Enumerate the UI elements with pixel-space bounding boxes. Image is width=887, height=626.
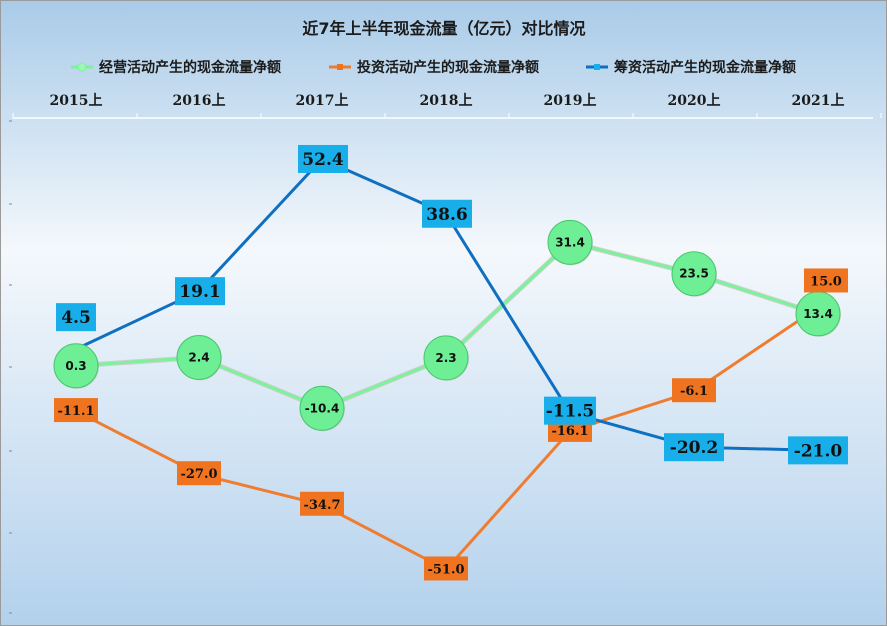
data-label-box [175,277,225,306]
category-label: 2017上 [296,93,349,109]
data-label-box [544,396,596,425]
data-label-box [422,199,472,228]
data-label: -11.1 [57,404,94,419]
data-point [176,334,222,380]
data-label-box [300,491,344,516]
data-label: -27.0 [180,467,217,482]
data-point [547,219,593,265]
category-label: 2018上 [420,93,473,109]
data-label-box [54,398,98,423]
data-point [423,335,469,381]
legend-item-3: 筹资活动产生的现金流量净额 [586,59,796,76]
data-label-box [56,303,96,332]
legend-item-1: 经营活动产生的现金流量净额 [71,59,281,76]
data-label: 38.6 [426,205,467,225]
data-label: 19.1 [179,282,220,302]
category-label: 2019上 [544,93,597,109]
data-point [299,385,345,431]
category-label: 2016上 [173,93,226,109]
data-label-box [298,144,348,173]
data-label: 52.4 [302,150,344,170]
data-point [671,251,717,297]
legend-label: 投资活动产生的现金流量净额 [357,59,539,76]
data-label: -10.4 [305,401,340,415]
category-label: 2015上 [50,93,103,109]
data-label-box [804,268,848,293]
chart-title: 近7年上半年现金流量（亿元）对比情况 [302,19,585,38]
data-label-box [177,461,221,486]
legend-label: 经营活动产生的现金流量净额 [99,59,281,76]
data-label: -20.2 [670,438,718,458]
data-label: -51.0 [427,562,464,577]
data-label: 13.4 [803,307,833,321]
data-label: 2.3 [435,351,456,365]
data-point [53,343,99,389]
data-label-box [424,556,468,581]
category-label: 2021上 [792,93,845,109]
category-label: 2020上 [668,93,721,109]
data-label: 31.4 [555,235,585,249]
legend-item-2: 投资活动产生的现金流量净额 [329,59,539,76]
data-label: 15.0 [810,274,842,289]
data-label: 23.5 [679,267,709,281]
data-label: -6.1 [680,384,708,399]
data-label: 2.4 [188,350,209,364]
legend-marker [594,64,600,70]
data-label: -11.5 [546,402,594,422]
data-label: -34.7 [303,498,340,513]
data-label-box [672,378,716,403]
data-label-box [664,433,724,462]
data-label: 4.5 [61,308,91,328]
legend-marker [337,64,343,70]
legend-marker [77,62,87,72]
data-label: 0.3 [65,359,86,373]
data-label: -16.1 [551,424,588,439]
data-label-box [788,436,848,465]
data-label: -21.0 [794,441,843,461]
legend-label: 筹资活动产生的现金流量净额 [614,59,796,76]
